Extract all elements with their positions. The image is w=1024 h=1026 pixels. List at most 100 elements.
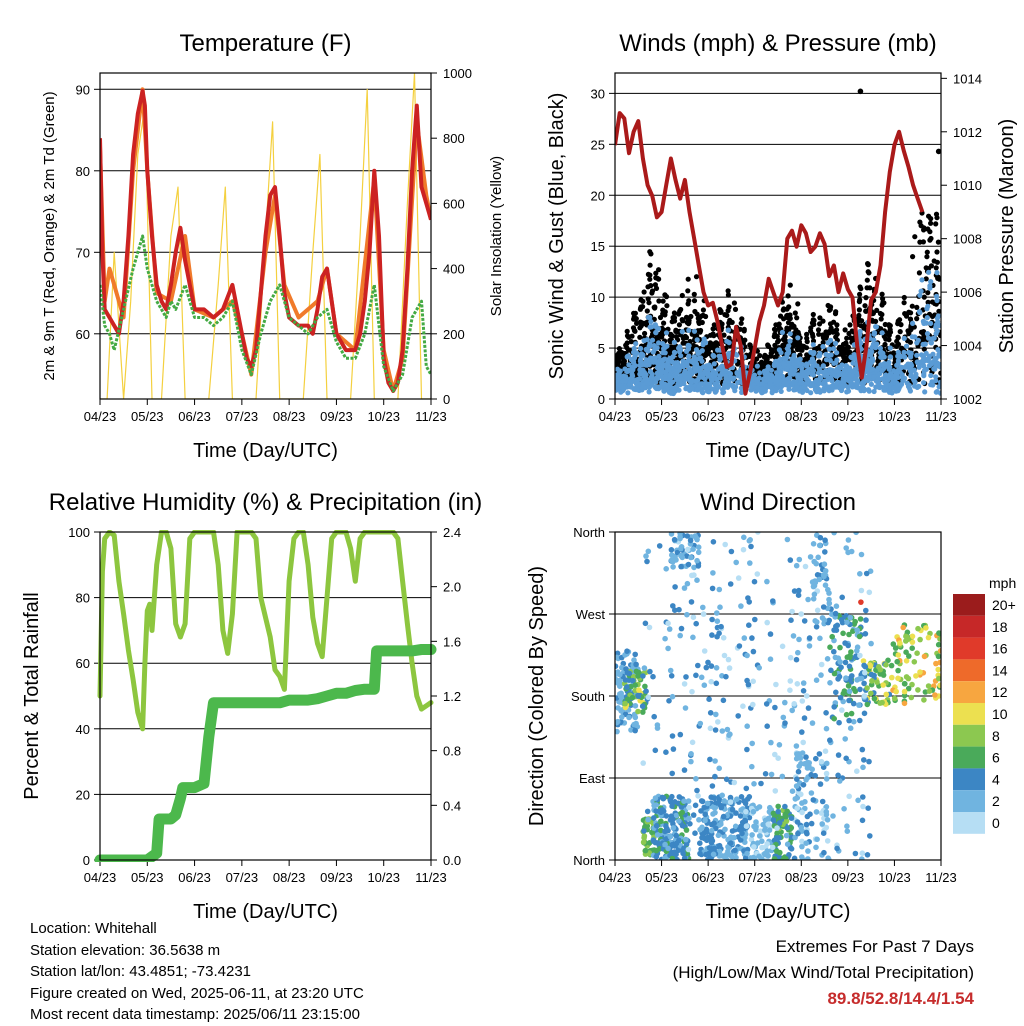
direction-point: [843, 711, 850, 718]
direction-point: [740, 546, 747, 553]
legend-swatch: [953, 637, 985, 660]
wind-point: [676, 387, 682, 393]
wind-point: [712, 370, 718, 376]
gust-point: [661, 320, 667, 326]
direction-point: [706, 696, 712, 702]
direction-point: [857, 686, 863, 693]
direction-point: [699, 798, 706, 805]
legend-label: 10: [992, 706, 1008, 722]
direction-point: [845, 537, 852, 543]
gust-point: [808, 325, 814, 331]
wind-point: [934, 315, 941, 321]
direction-point: [766, 827, 773, 833]
wind-point: [647, 314, 653, 320]
direction-point: [827, 680, 833, 686]
wind-point: [658, 370, 664, 376]
direction-point: [809, 720, 816, 726]
x-tick-label: 05/23: [645, 870, 678, 885]
direction-point: [702, 811, 708, 818]
direction-point: [936, 675, 941, 682]
wind-point: [859, 380, 865, 386]
x-tick-label: 09/23: [832, 409, 865, 424]
wind-point: [826, 346, 833, 352]
direction-point: [824, 760, 830, 767]
legend-swatch: [953, 681, 985, 703]
gust-point: [641, 289, 647, 295]
direction-point: [788, 617, 794, 623]
direction-point: [794, 776, 800, 782]
wind-point: [758, 388, 764, 394]
direction-point: [846, 793, 852, 800]
gust-point: [781, 306, 787, 312]
direction-point: [824, 817, 831, 823]
wind-point: [921, 380, 927, 386]
wind-point: [686, 327, 692, 333]
wind-point: [624, 353, 631, 360]
gust-point: [879, 302, 885, 308]
direction-point: [874, 679, 880, 685]
gust-point: [925, 299, 931, 305]
y-tick-label: 40: [76, 722, 90, 737]
direction-point: [926, 688, 933, 694]
plot-area: [615, 88, 941, 397]
direction-point: [935, 641, 941, 648]
direction-point: [683, 827, 690, 833]
wind-point: [823, 351, 829, 357]
wind-point: [874, 341, 880, 347]
direction-point: [776, 820, 783, 826]
wind-point: [914, 340, 920, 346]
direction-point: [937, 648, 941, 654]
direction-point: [820, 830, 827, 836]
direction-point: [824, 656, 831, 662]
direction-point: [670, 850, 677, 856]
direction-point: [720, 635, 727, 641]
direction-point: [773, 835, 780, 841]
y-tick-label: 5: [598, 341, 605, 356]
gust-point: [781, 342, 787, 348]
direction-point: [746, 814, 753, 821]
direction-point: [795, 830, 801, 837]
wind-point: [834, 350, 840, 356]
gust-point: [917, 239, 923, 245]
direction-point: [635, 708, 641, 715]
wind-point: [892, 373, 898, 379]
wind-point: [834, 357, 840, 363]
direction-point: [745, 595, 751, 601]
direction-point: [696, 817, 702, 823]
direction-point: [656, 543, 663, 549]
wind-point: [640, 352, 646, 358]
direction-point: [643, 553, 649, 559]
gust-point: [811, 317, 817, 324]
x-tick-label: 11/23: [925, 409, 957, 424]
gust-point: [775, 337, 782, 344]
wind-point: [786, 375, 792, 381]
wind-point: [720, 368, 726, 375]
direction-point: [773, 681, 779, 688]
wind-point: [799, 389, 806, 395]
direction-point: [799, 838, 805, 845]
direction-point: [685, 561, 692, 568]
y-tick-label: East: [579, 771, 605, 786]
y-tick-label: 60: [76, 656, 90, 671]
direction-point: [862, 669, 868, 676]
gust-point: [690, 342, 697, 349]
direction-point: [863, 570, 870, 577]
wind-point: [799, 365, 805, 371]
direction-point: [665, 645, 671, 652]
direction-point: [716, 586, 723, 593]
direction-point: [658, 827, 664, 834]
gust-point: [784, 314, 791, 321]
direction-point: [711, 804, 718, 811]
direction-point: [712, 727, 719, 733]
y-tick-label: 20: [591, 188, 605, 203]
y-tick-label: 80: [76, 591, 90, 606]
gust-point: [827, 328, 833, 334]
direction-point: [937, 636, 941, 642]
wind-point: [918, 288, 924, 294]
wind-point: [738, 385, 744, 391]
direction-point: [837, 778, 843, 784]
direction-point: [757, 828, 764, 834]
wind-point: [627, 381, 634, 387]
direction-point: [673, 812, 679, 819]
direction-point: [726, 732, 732, 738]
